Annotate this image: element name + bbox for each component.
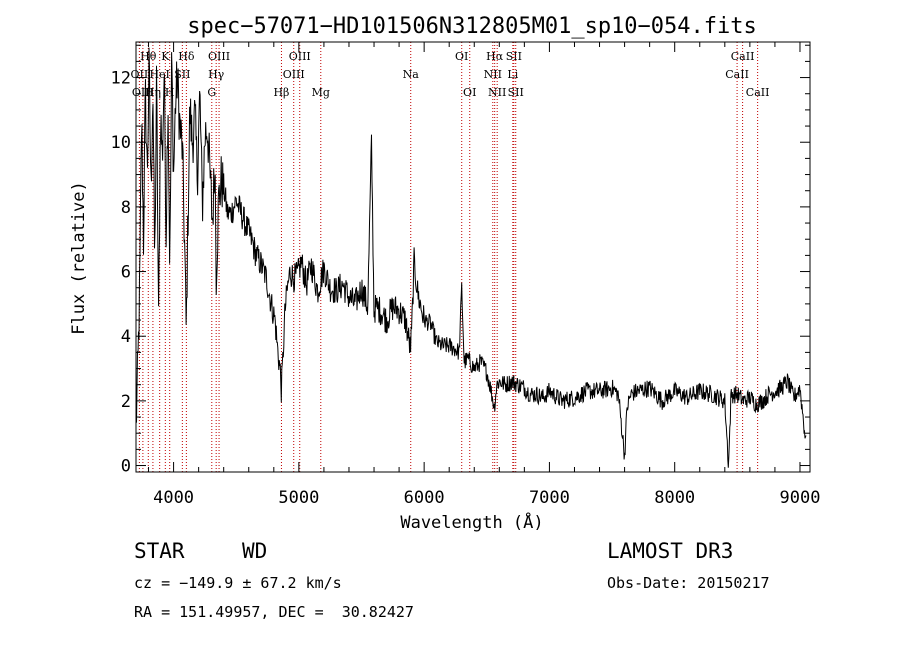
line-label: Mg	[312, 86, 330, 99]
line-label: Na	[403, 68, 420, 81]
object-class: STAR	[134, 539, 185, 563]
line-label: OIII	[289, 50, 311, 63]
line-label: Hδ	[178, 50, 195, 63]
y-tick-label: 12	[111, 69, 131, 89]
observation-date: Obs-Date: 20150217	[607, 574, 770, 592]
line-label: CaII	[746, 86, 770, 99]
line-label: OIII	[208, 50, 230, 63]
survey-name: LAMOST DR3	[607, 539, 734, 563]
line-label: OII	[131, 68, 149, 81]
line-label: Hη	[145, 86, 161, 99]
y-tick-label: 6	[121, 263, 131, 283]
y-tick-label: 0	[121, 457, 131, 477]
y-tick-label: 10	[111, 133, 131, 153]
plot-frame	[135, 41, 811, 473]
x-tick-label: 5000	[278, 488, 319, 508]
y-tick-label: 2	[121, 392, 131, 412]
x-tick-label: 4000	[153, 488, 194, 508]
line-label: SII	[506, 50, 522, 63]
redshift-cz: cz = −149.9 ± 67.2 km/s	[134, 574, 342, 592]
x-tick-label: 9000	[780, 488, 821, 508]
line-label: Hα	[486, 50, 504, 63]
line-label: Li	[507, 68, 518, 81]
line-label: Hγ	[208, 68, 225, 81]
y-tick-label: 4	[121, 327, 131, 347]
y-tick-label: 8	[121, 198, 131, 218]
y-axis-label: Flux (relative)	[69, 181, 89, 335]
x-tick-label: 7000	[529, 488, 570, 508]
line-label: CaII	[731, 50, 755, 63]
chart-title: spec−57071−HD101506N312805M01_sp10−054.f…	[187, 14, 757, 39]
axis-ticks: 4000 5000 6000 7000 8000 9000 0 2 4 6 8 10 12	[111, 42, 821, 508]
line-label: OIII	[283, 68, 305, 81]
x-tick-label: 6000	[404, 488, 445, 508]
x-axis-label: Wavelength (Å)	[400, 511, 543, 533]
x-tick-label: 8000	[654, 488, 695, 508]
ra-dec-coordinates: RA = 151.49957, DEC = 30.82427	[134, 603, 414, 621]
line-label: H	[165, 86, 175, 99]
line-label: CaII	[725, 68, 749, 81]
spectrum-series-line	[135, 47, 807, 468]
line-label: K	[161, 50, 170, 63]
line-label: OI	[455, 50, 468, 63]
line-label: NII	[484, 68, 502, 81]
line-label: NII	[488, 86, 506, 99]
line-label: G	[207, 86, 216, 99]
line-label: SII	[508, 86, 524, 99]
line-label: Hβ	[273, 86, 289, 99]
line-label: OI	[463, 86, 476, 99]
object-subclass: WD	[242, 539, 268, 563]
